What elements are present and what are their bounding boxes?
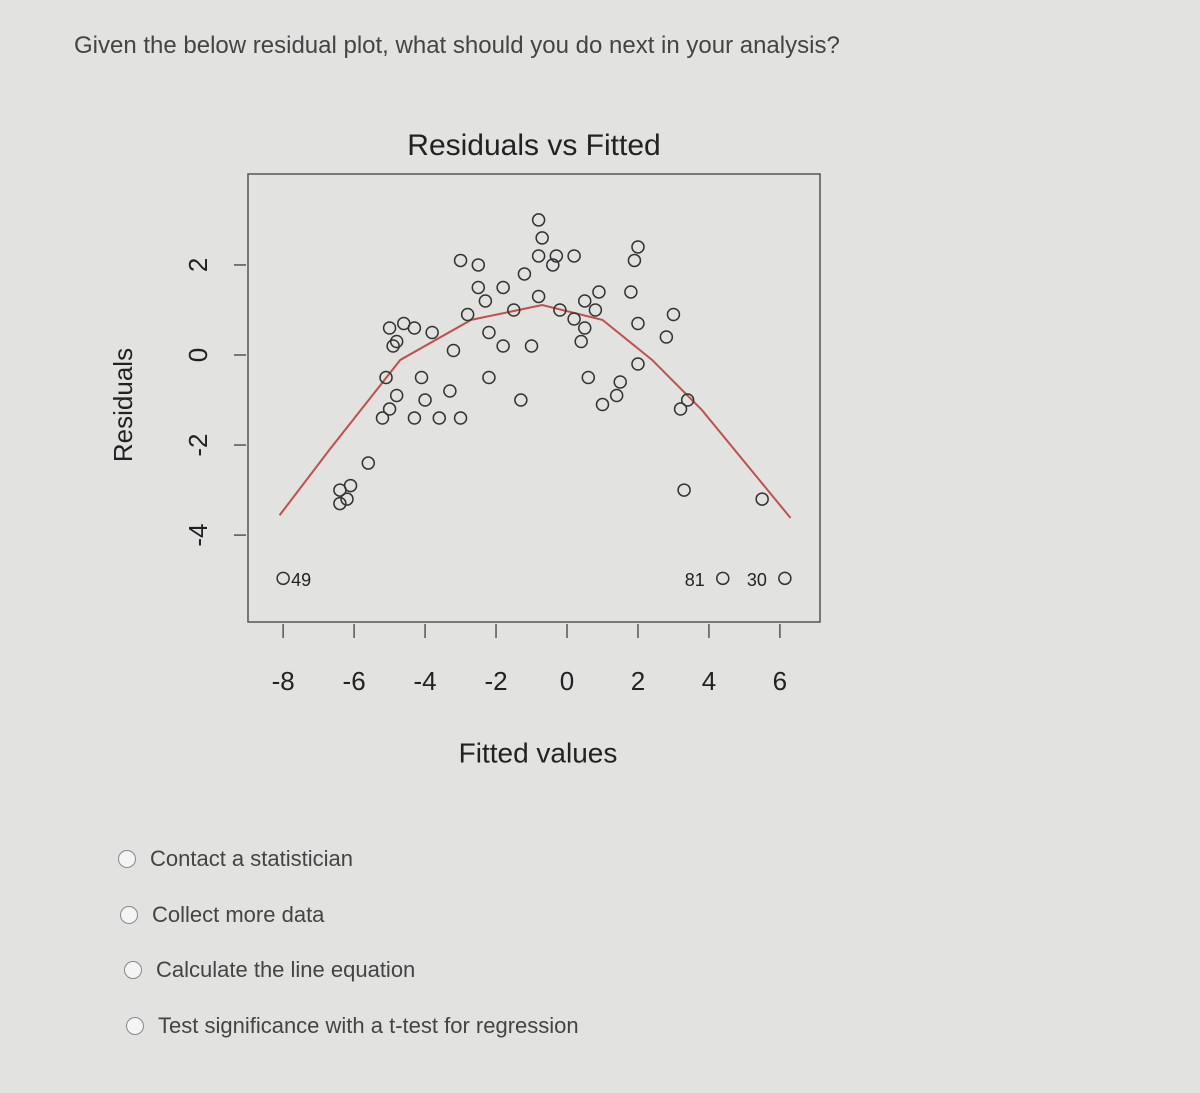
point bbox=[553, 303, 567, 317]
labeled-point bbox=[276, 571, 290, 586]
point bbox=[677, 483, 691, 497]
point bbox=[613, 375, 627, 389]
point bbox=[453, 411, 468, 425]
point bbox=[567, 312, 581, 326]
point bbox=[389, 334, 404, 349]
point bbox=[386, 339, 400, 353]
point bbox=[418, 393, 432, 407]
x-tick-label: 6 bbox=[773, 666, 787, 696]
point-label: 30 bbox=[747, 570, 767, 590]
smooth-line bbox=[278, 303, 792, 519]
y-tick-label: -2 bbox=[183, 433, 213, 456]
x-axis-label: Fitted values bbox=[459, 737, 618, 768]
point bbox=[755, 492, 769, 506]
option-text: Contact a statistician bbox=[150, 846, 353, 871]
point bbox=[482, 370, 496, 385]
point bbox=[382, 402, 397, 416]
point bbox=[577, 294, 592, 308]
option-text: Collect more data bbox=[152, 902, 325, 927]
option[interactable]: Contact a statistician bbox=[118, 846, 353, 872]
labeled-point bbox=[778, 571, 792, 586]
point bbox=[517, 267, 532, 281]
option[interactable]: Collect more data bbox=[120, 902, 324, 928]
option-text: Test significance with a t-test for regr… bbox=[158, 1013, 579, 1038]
point bbox=[631, 240, 645, 254]
point bbox=[546, 258, 560, 272]
point bbox=[531, 213, 546, 227]
point bbox=[595, 397, 610, 412]
point bbox=[631, 316, 645, 331]
point bbox=[460, 307, 475, 322]
point bbox=[389, 388, 404, 403]
point bbox=[673, 402, 688, 416]
point bbox=[361, 456, 376, 470]
point bbox=[531, 249, 546, 263]
point bbox=[432, 411, 447, 425]
x-tick-label: -2 bbox=[484, 666, 507, 696]
point bbox=[631, 357, 645, 371]
y-tick-label: 0 bbox=[183, 348, 213, 362]
point-label: 81 bbox=[685, 570, 705, 590]
point bbox=[567, 249, 581, 263]
point bbox=[478, 294, 493, 308]
option[interactable]: Calculate the line equation bbox=[124, 957, 415, 983]
x-tick-label: 2 bbox=[631, 666, 645, 696]
y-axis-label: Residuals bbox=[108, 348, 138, 462]
point bbox=[549, 249, 564, 263]
question: Given the below residual plot, what shou… bbox=[74, 32, 840, 59]
labeled-point bbox=[716, 571, 730, 586]
point bbox=[407, 411, 422, 425]
point bbox=[531, 289, 546, 304]
chart-title: Residuals vs Fitted bbox=[407, 129, 660, 162]
y-tick-label: 2 bbox=[183, 258, 213, 272]
point bbox=[680, 393, 695, 407]
point bbox=[507, 303, 521, 317]
x-tick-label: -4 bbox=[414, 666, 437, 696]
point bbox=[407, 321, 422, 335]
point bbox=[496, 339, 510, 353]
point bbox=[496, 280, 510, 295]
x-tick-label: -6 bbox=[343, 666, 366, 696]
point bbox=[666, 307, 681, 322]
point bbox=[443, 384, 457, 398]
point-label: 49 bbox=[291, 570, 311, 590]
point bbox=[659, 330, 674, 344]
point bbox=[340, 492, 354, 506]
point bbox=[624, 285, 638, 299]
point bbox=[514, 393, 528, 407]
point bbox=[592, 285, 606, 299]
point bbox=[609, 388, 624, 403]
point bbox=[535, 231, 549, 245]
option[interactable]: Test significance with a t-test for regr… bbox=[126, 1013, 579, 1039]
point bbox=[446, 343, 461, 358]
point bbox=[577, 321, 592, 335]
point bbox=[627, 253, 642, 268]
point bbox=[343, 478, 358, 493]
x-tick-label: 0 bbox=[560, 666, 574, 696]
option-text: Calculate the line equation bbox=[156, 957, 416, 982]
x-tick-label: -8 bbox=[272, 666, 295, 696]
point bbox=[524, 339, 539, 353]
point bbox=[471, 258, 486, 272]
point bbox=[574, 334, 588, 349]
point bbox=[453, 253, 468, 268]
point bbox=[414, 370, 429, 385]
point bbox=[581, 370, 596, 385]
plot-frame bbox=[247, 173, 821, 623]
point bbox=[379, 370, 393, 385]
y-tick-label: -4 bbox=[183, 524, 213, 547]
point bbox=[425, 325, 439, 340]
point bbox=[333, 496, 347, 511]
point bbox=[382, 321, 397, 335]
point bbox=[482, 325, 496, 340]
point bbox=[471, 280, 486, 295]
x-tick-label: 4 bbox=[702, 666, 716, 696]
point bbox=[375, 411, 390, 425]
point bbox=[588, 303, 603, 317]
